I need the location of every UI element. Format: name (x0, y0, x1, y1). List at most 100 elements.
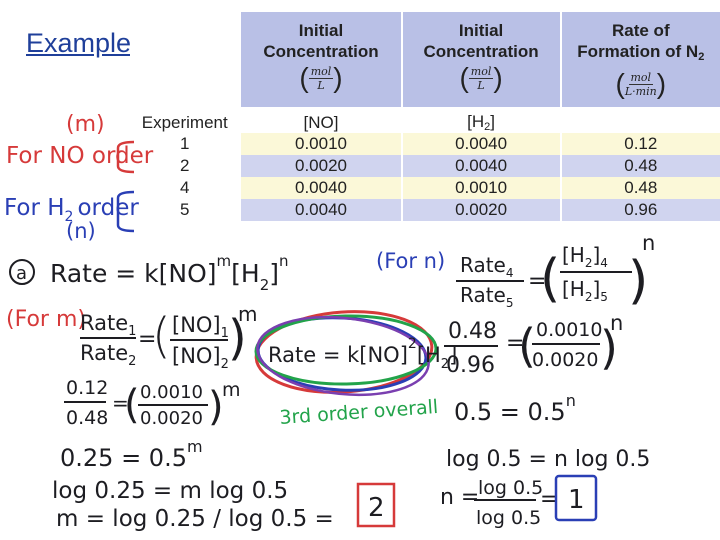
val-0020: 0.0020 (140, 408, 203, 429)
header-h2-unit: ( mol L ) (459, 62, 503, 93)
n-05: 0.5 = 0.5n (454, 391, 576, 426)
paren-open-1: ( (152, 308, 171, 364)
third-order-label: 3rd order overall (279, 396, 439, 429)
header-no-line2: Concentration (263, 42, 379, 61)
n-log: log 0.5 = n log 0.5 (446, 447, 650, 472)
exp-n-1: n (642, 231, 655, 255)
cell-experiment: 5 (130, 199, 242, 221)
data-table: Initial Concentration ( mol L ) Initial C… (130, 12, 720, 221)
paren-open-4: ( (518, 319, 536, 373)
answer-n: 1 (568, 485, 585, 515)
cell-no: 0.0010 (240, 133, 403, 155)
n-048: 0.48 (448, 319, 497, 344)
ratio-no1: [NO]1 (172, 313, 229, 341)
n-log-den: log 0.5 (476, 507, 541, 529)
val-048: 0.48 (66, 407, 108, 429)
n-0010: 0.0010 (536, 319, 602, 341)
n-rate4: Rate4 (460, 253, 514, 280)
n-h2-5: [H2]5 (562, 277, 608, 304)
ratio-rate2: Rate2 (80, 341, 136, 369)
for-h2-order-label: For H2 order (4, 195, 139, 225)
equals-2: = (112, 391, 129, 415)
rate-final-text: Rate = k[NO]2[H2] (268, 336, 457, 372)
paren-close-1: ) (228, 310, 247, 366)
header-rate-unit-den: L·min (624, 84, 657, 98)
n-096: 0.96 (446, 353, 495, 378)
cell-rate: 0.48 (560, 177, 720, 199)
header-row: Initial Concentration ( mol L ) Initial C… (130, 12, 720, 107)
answer-m-box (356, 482, 396, 528)
table-row: 2 0.0020 0.0040 0.48 (130, 155, 720, 177)
cell-h2-label: [H2] (401, 107, 562, 133)
exp-m-2: m (222, 379, 241, 401)
for-no-order-label: For NO order (6, 143, 154, 169)
ratio-no2: [NO]2 (172, 344, 229, 372)
red-bracket (116, 140, 135, 174)
header-h2-unit-den: L (477, 78, 485, 92)
paren-close-4: ) (600, 321, 618, 375)
exp-m-1: m (238, 302, 257, 326)
cell-h2: 0.0040 (401, 155, 562, 177)
table-row: 4 0.0040 0.0010 0.48 (130, 177, 720, 199)
header-rate-line1: Rate of (611, 21, 670, 40)
table-row: 5 0.0040 0.0020 0.96 (130, 199, 720, 221)
answer-m: 2 (368, 493, 385, 523)
val-0010: 0.0010 (140, 382, 203, 403)
header-rate-unit-num: mol (628, 70, 654, 85)
cell-experiment: 1 (130, 133, 242, 155)
table-row-labels: Experiment [NO] [H2] (130, 107, 720, 133)
header-h2-unit-num: mol (468, 64, 494, 79)
cell-h2: 0.0010 (401, 177, 562, 199)
paren-close-2: ) (208, 384, 224, 430)
cell-h2-label-sub: 2 (484, 121, 491, 133)
cell-experiment: 4 (130, 177, 242, 199)
val-012: 0.12 (66, 377, 108, 399)
header-no-concentration: Initial Concentration ( mol L ) (240, 12, 403, 107)
cell-rate: 0.48 (560, 155, 720, 177)
header-no-unit-num: mol (308, 64, 334, 79)
cell-no-label: [NO] (240, 107, 403, 133)
paren-open-2: ( (124, 382, 140, 428)
cell-h2: 0.0040 (401, 133, 562, 155)
paren-close-3: ) (628, 251, 648, 311)
cell-h2: 0.0020 (401, 199, 562, 221)
blue-bracket (116, 190, 135, 233)
paren-open-3: ( (540, 249, 560, 309)
equals-3: = (528, 269, 546, 294)
n-h2-4: [H2]4 (562, 243, 608, 270)
line-m: m = log 0.25 / log 0.5 = (56, 506, 334, 532)
cell-no: 0.0040 (240, 177, 403, 199)
n-log-num: log 0.5 (478, 477, 543, 499)
n-rate5: Rate5 (460, 283, 514, 310)
header-h2-line2: Concentration (423, 42, 539, 61)
equals-1: = (138, 327, 156, 352)
header-rate: Rate of Formation of N2 ( mol L·min ) (560, 12, 720, 107)
header-blank (130, 12, 242, 107)
line-log: log 0.25 = m log 0.5 (52, 478, 288, 504)
cell-h2-label-close: ] (490, 112, 495, 131)
m-label: (m) (66, 112, 105, 137)
header-rate-sub: 2 (698, 51, 705, 63)
table-row: 1 0.0010 0.0040 0.12 (130, 133, 720, 155)
n-eq: n = (440, 485, 479, 510)
cell-no: 0.0020 (240, 155, 403, 177)
cell-experiment: 2 (130, 155, 242, 177)
cell-rate-label (560, 107, 720, 133)
equals-5: = (540, 487, 558, 512)
for-m-label: (For m) (6, 307, 86, 332)
rate-law-text: Rate = k[NO]m[H2]n (50, 252, 289, 294)
for-n-label: (For n) (376, 249, 445, 273)
highlight-scribble (254, 310, 438, 397)
line-025: 0.25 = 0.5m (60, 437, 203, 472)
header-h2-concentration: Initial Concentration ( mol L ) (401, 12, 562, 107)
cell-rate: 0.12 (560, 133, 720, 155)
cell-no: 0.0040 (240, 199, 403, 221)
n-0020: 0.0020 (532, 349, 598, 371)
part-a-label: a (16, 263, 27, 284)
ratio-rate1: Rate1 (80, 311, 136, 339)
header-no-unit-den: L (317, 78, 325, 92)
header-rate-line2: Formation of N (577, 42, 699, 61)
header-h2-line1: Initial (458, 21, 504, 40)
header-rate-unit: ( mol L·min ) (615, 68, 667, 99)
